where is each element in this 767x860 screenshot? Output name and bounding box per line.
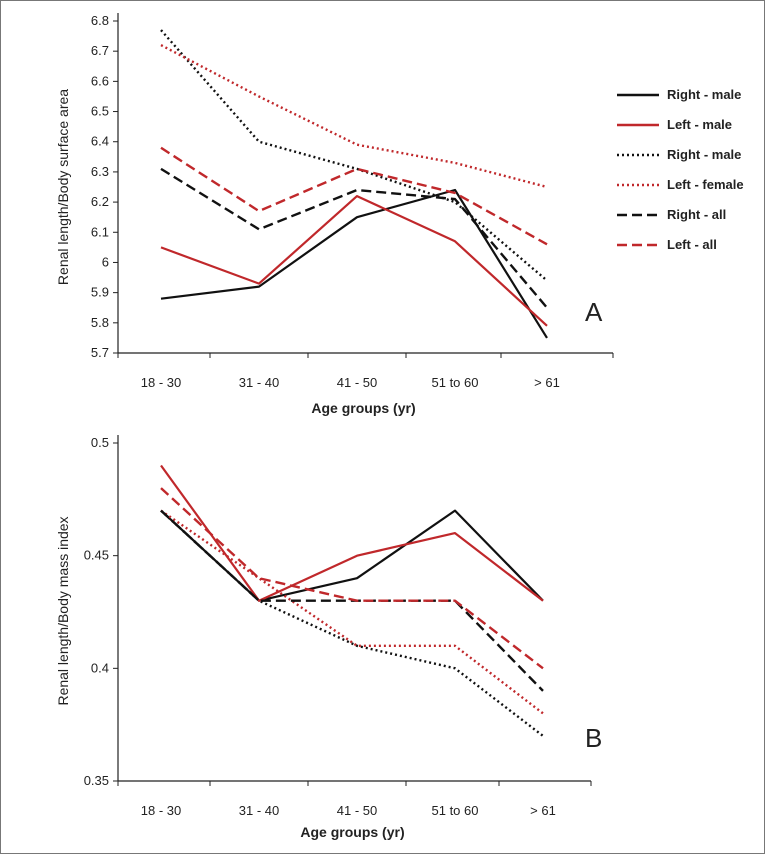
series-line-5 [160, 167, 548, 309]
legend-label-3: Right - male [667, 147, 741, 162]
y-tick-label: 0.35 [84, 773, 109, 788]
x-axis-title: Age groups (yr) [300, 824, 404, 840]
series-line-6 [160, 487, 544, 670]
chart-b: 0.35 0.4 0.45 0.5 18 - 30 31 - 40 41 - 50 51 to… [55, 435, 602, 840]
y-tick-label: 6.1 [91, 224, 109, 239]
y-tick-label: 5.8 [91, 315, 109, 330]
series-line-1 [160, 188, 548, 339]
panel-label: A [585, 297, 603, 327]
y-tick-label: 6.2 [91, 194, 109, 209]
series-line-1 [160, 509, 544, 602]
series-line-6 [160, 146, 548, 246]
legend-label-2: Left - male [667, 117, 732, 132]
x-axis-title: Age groups (yr) [311, 400, 415, 416]
y-tick-label: 0.4 [91, 660, 109, 675]
x-tick-label: 41 - 50 [337, 803, 377, 818]
legend-label-6: Left - all [667, 237, 717, 252]
panel-label: B [585, 723, 602, 753]
y-tick-label: 6.3 [91, 164, 109, 179]
x-tick-label: 51 to 60 [432, 803, 479, 818]
x-tick-label: > 61 [534, 375, 560, 390]
legend-label-5: Right - all [667, 207, 726, 222]
x-tick-label: 18 - 30 [141, 375, 181, 390]
y-axis-title: Renal length/Body surface area [55, 89, 71, 285]
x-tick-label: 31 - 40 [239, 375, 279, 390]
legend: Right - male Left - male Right - male Left … [617, 87, 744, 252]
series-line-2 [160, 195, 548, 327]
series-line-2 [160, 464, 544, 602]
legend-label-1: Right - male [667, 87, 741, 102]
y-axis-title: Renal length/Body mass index [55, 516, 71, 705]
y-tick-label: 6.5 [91, 104, 109, 119]
x-tick-label: 41 - 50 [337, 375, 377, 390]
y-tick-label: 6.8 [91, 13, 109, 28]
y-tick-label: 0.45 [84, 548, 109, 563]
series-line-3 [160, 29, 548, 282]
chart-a: 5.7 5.8 5.9 6 6.1 6.2 6.3 6.4 6.5 6.6 6.7 6.8 18 - 3… [55, 13, 744, 416]
y-tick-label: 6.6 [91, 73, 109, 88]
y-tick-label: 6.7 [91, 43, 109, 58]
x-tick-label: 51 to 60 [432, 375, 479, 390]
x-tick-label: > 61 [530, 803, 556, 818]
y-tick-label: 5.7 [91, 345, 109, 360]
x-tick-label: 31 - 40 [239, 803, 279, 818]
series-line-3 [160, 509, 544, 737]
x-tick-label: 18 - 30 [141, 803, 181, 818]
y-tick-label: 0.5 [91, 435, 109, 450]
y-tick-label: 6.4 [91, 134, 109, 149]
legend-label-4: Left - female [667, 177, 744, 192]
y-tick-label: 6 [102, 254, 109, 269]
y-tick-label: 5.9 [91, 285, 109, 300]
series-line-4 [160, 44, 548, 189]
